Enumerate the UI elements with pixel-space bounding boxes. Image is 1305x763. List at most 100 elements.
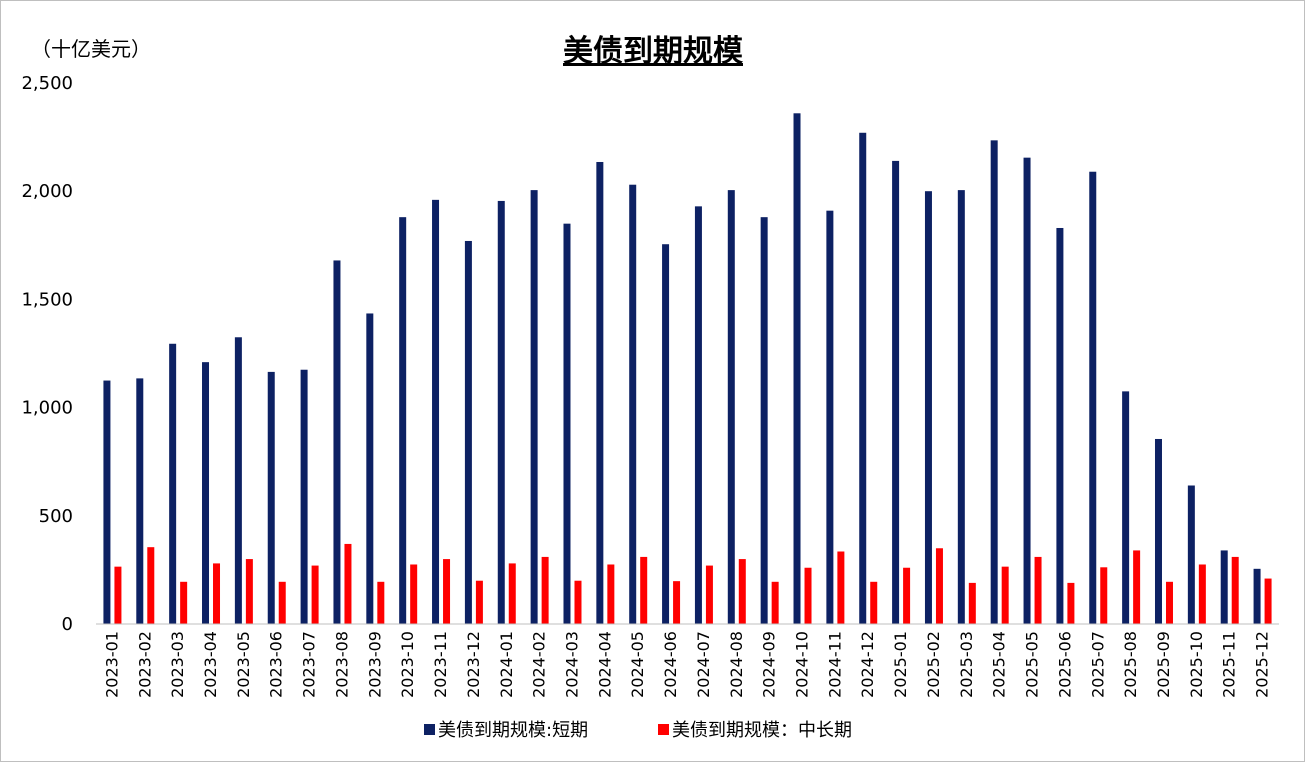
bar-short-term: [136, 378, 144, 624]
bar-short-term: [234, 337, 242, 624]
legend-item-short-term: 美债到期规模:短期: [438, 720, 588, 741]
bar-short-term: [202, 362, 210, 624]
bar-medium-long-term: [574, 580, 582, 624]
legend-swatch: [424, 724, 435, 735]
bar-medium-long-term: [311, 565, 319, 624]
unit-label: （十亿美元）: [31, 37, 151, 61]
y-tick-label: 2,000: [21, 181, 73, 202]
bar-medium-long-term: [771, 581, 779, 624]
bar-medium-long-term: [344, 543, 352, 624]
bar-short-term: [662, 244, 670, 624]
x-tick-label: 2023-05: [234, 631, 253, 698]
x-tick-label: 2023-08: [332, 631, 351, 698]
bar-medium-long-term: [180, 581, 188, 624]
x-tick-label: 2025-06: [1055, 631, 1074, 698]
bar-short-term: [1220, 550, 1228, 624]
bar-short-term: [399, 217, 407, 624]
bar-medium-long-term: [705, 565, 713, 624]
bar-medium-long-term: [1034, 556, 1042, 624]
bar-short-term: [103, 380, 111, 624]
bars: [103, 113, 1272, 625]
bar-medium-long-term: [837, 551, 845, 624]
bar-short-term: [1253, 568, 1261, 624]
x-tick-label: 2025-09: [1154, 631, 1173, 698]
x-tick-label: 2024-10: [793, 631, 812, 698]
bar-short-term: [826, 210, 834, 624]
bar-medium-long-term: [640, 556, 648, 624]
x-tick-label: 2025-04: [990, 631, 1009, 698]
x-tick-label: 2024-11: [825, 631, 844, 698]
bar-medium-long-term: [968, 582, 976, 624]
x-tick-label: 2025-07: [1088, 631, 1107, 698]
legend-item-medium-long-term: 美债到期规模：中长期: [672, 720, 852, 741]
bar-medium-long-term: [1001, 566, 1009, 624]
y-axis: 0 500 1,000 1,500 2,000 2,500: [21, 73, 73, 635]
x-tick-label: 2023-07: [300, 631, 319, 698]
bar-medium-long-term: [1133, 550, 1141, 624]
y-tick-label: 0: [62, 614, 73, 635]
bar-short-term: [859, 132, 867, 624]
bar-short-term: [892, 160, 900, 625]
bar-short-term: [1187, 485, 1195, 624]
x-tick-label: 2024-03: [562, 631, 581, 698]
x-tick-label: 2023-11: [431, 631, 450, 698]
bar-medium-long-term: [1198, 564, 1206, 624]
bar-medium-long-term: [377, 581, 385, 624]
bar-short-term: [727, 190, 735, 625]
bar-medium-long-term: [607, 564, 615, 624]
bar-medium-long-term: [410, 564, 418, 624]
x-tick-label: 2023-04: [201, 631, 220, 698]
x-tick-label: 2024-04: [595, 631, 614, 698]
x-tick-label: 2025-02: [924, 631, 943, 698]
x-tick-label: 2024-01: [497, 631, 516, 698]
bar-short-term: [1089, 171, 1097, 624]
x-tick-label: 2024-02: [530, 631, 549, 698]
x-tick-label: 2025-03: [957, 631, 976, 698]
bar-short-term: [629, 184, 637, 624]
bar-short-term: [760, 217, 768, 624]
x-tick-label: 2025-01: [891, 631, 910, 698]
x-tick-label: 2023-03: [168, 631, 187, 698]
bar-short-term: [169, 343, 177, 624]
x-tick-label: 2023-06: [267, 631, 286, 698]
x-tick-label: 2024-07: [694, 631, 713, 698]
bar-medium-long-term: [508, 563, 516, 624]
bar-short-term: [1122, 391, 1130, 624]
x-tick-label: 2023-09: [365, 631, 384, 698]
bar-short-term: [793, 113, 801, 625]
bar-medium-long-term: [1231, 556, 1239, 624]
y-tick-label: 1,000: [21, 398, 73, 419]
legend-swatch: [658, 724, 669, 735]
x-tick-label: 2025-05: [1023, 631, 1042, 698]
bar-short-term: [366, 313, 374, 624]
bar-medium-long-term: [673, 581, 681, 624]
x-tick-label: 2024-08: [727, 631, 746, 698]
bar-short-term: [1154, 438, 1162, 624]
bar-short-term: [924, 191, 932, 624]
x-tick-label: 2023-10: [398, 631, 417, 698]
x-tick-label: 2025-11: [1220, 631, 1239, 698]
bar-medium-long-term: [738, 559, 746, 624]
bar-short-term: [432, 199, 440, 624]
bar-short-term: [267, 371, 275, 624]
x-tick-label: 2023-12: [464, 631, 483, 698]
bar-short-term: [694, 206, 702, 624]
bar-short-term: [563, 223, 571, 624]
bar-short-term: [596, 161, 604, 624]
bar-medium-long-term: [1165, 581, 1173, 624]
bar-medium-long-term: [1067, 582, 1075, 624]
y-tick-label: 1,500: [21, 289, 73, 310]
bar-short-term: [300, 369, 308, 624]
y-tick-label: 500: [39, 506, 73, 527]
bar-medium-long-term: [475, 580, 483, 624]
x-tick-label: 2024-12: [858, 631, 877, 698]
bar-medium-long-term: [541, 556, 549, 624]
bar-short-term: [497, 200, 505, 625]
x-axis: 2023-01 2023-02 2023-03 2023-04 2023-05 2023-…: [102, 631, 1271, 698]
chart-title: 美债到期规模: [563, 34, 743, 69]
bar-short-term: [1023, 157, 1031, 624]
x-tick-label: 2025-10: [1187, 631, 1206, 698]
bar-medium-long-term: [804, 567, 812, 624]
